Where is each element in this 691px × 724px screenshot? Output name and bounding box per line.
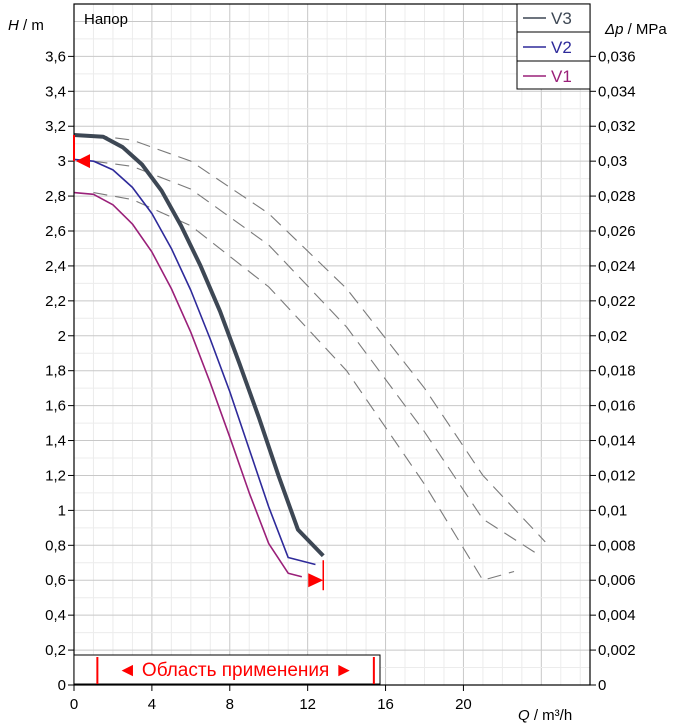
- legend: V3 V2 V1: [516, 3, 591, 90]
- x-tick-label: 12: [299, 696, 316, 713]
- dashed-curve: [93, 192, 515, 581]
- y2-tick-label: 0,03: [598, 153, 627, 170]
- y2-tick-label: 0,004: [598, 607, 636, 624]
- y-tick-label: 3: [58, 153, 66, 170]
- y-axis-var: H: [8, 17, 19, 34]
- y-axis-label: H / m: [8, 17, 44, 34]
- x-axis-var: Q: [518, 707, 530, 724]
- y2-tick-label: 0,012: [598, 467, 636, 484]
- y-tick-label: 1,2: [45, 467, 66, 484]
- x-tick-label: 0: [70, 696, 78, 713]
- dashed-curve: [93, 134, 546, 543]
- application-range-box: [73, 654, 381, 685]
- x-tick-label: 16: [377, 696, 394, 713]
- y2-tick-label: 0,034: [598, 83, 636, 100]
- x-tick-label: 20: [455, 696, 472, 713]
- y-tick-label: 3,4: [45, 83, 66, 100]
- y2-axis-unit: / MPa: [623, 21, 667, 38]
- x-tick-label: 4: [148, 696, 156, 713]
- application-range-label: ◄ Область применения ►: [118, 660, 354, 681]
- y-tick-label: 1,6: [45, 398, 66, 415]
- y2-tick-label: 0,018: [598, 363, 636, 380]
- operating-point-marker: [76, 154, 90, 169]
- axes: [68, 3, 596, 691]
- series-lines: [73, 132, 325, 578]
- x-axis-unit: / m³/h: [530, 707, 573, 724]
- x-tick-label: 8: [226, 696, 234, 713]
- y2-tick-label: 0,024: [598, 258, 636, 275]
- legend-label-v1: V1: [551, 67, 572, 86]
- plot-frame: [73, 3, 591, 686]
- y2-tick-label: 0,02: [598, 328, 627, 345]
- y2-tick-label: 0,032: [598, 118, 636, 135]
- y2-tick-label: 0,016: [598, 398, 636, 415]
- y-tick-label: 0: [58, 677, 66, 694]
- y2-tick-label: 0,028: [598, 188, 636, 205]
- y2-tick-label: 0,006: [598, 572, 636, 589]
- y-tick-label: 0,8: [45, 537, 66, 554]
- y-tick-label: 0,2: [45, 642, 66, 659]
- legend-label-v3: V3: [551, 9, 572, 28]
- series-line-v1: [73, 191, 303, 578]
- y-tick-label: 1,8: [45, 363, 66, 380]
- y-axis-unit: / m: [19, 17, 44, 34]
- series-line-v3: [73, 132, 325, 558]
- dashed-curve: [93, 160, 538, 555]
- x-axis-label: Q / m³/h: [518, 707, 572, 724]
- y-tick-label: 2: [58, 328, 66, 345]
- y2-tick-label: 0,002: [598, 642, 636, 659]
- y2-axis-var: Δp: [604, 21, 623, 38]
- y-tick-label: 2,4: [45, 258, 66, 275]
- y-tick-label: 0,4: [45, 607, 66, 624]
- legend-label-v2: V2: [551, 38, 572, 57]
- y2-axis-label: Δp / MPa: [604, 21, 667, 38]
- y2-tick-label: 0,008: [598, 537, 636, 554]
- y-tick-label: 2,2: [45, 293, 66, 310]
- end-marker: [308, 573, 324, 588]
- dashed-curves: [93, 134, 546, 581]
- y-tick-label: 1: [58, 502, 66, 519]
- y-tick-label: 1,4: [45, 433, 66, 450]
- y-tick-label: 2,6: [45, 223, 66, 240]
- y2-tick-label: 0: [598, 677, 606, 694]
- annotations: ◄ Область применения ►: [73, 134, 381, 685]
- y2-tick-label: 0,014: [598, 433, 636, 450]
- y2-tick-label: 0,026: [598, 223, 636, 240]
- grid: [73, 3, 590, 686]
- tick-labels: 0 4 8 12 16 20 0 0,2 0,4 0,6 0,8 1 1,2 1,4 1,6 1,8 2 2,2 2…: [45, 48, 635, 713]
- series-line-v2: [73, 158, 316, 566]
- y2-tick-label: 0,022: [598, 293, 636, 310]
- y-tick-label: 3,6: [45, 48, 66, 65]
- y-tick-label: 0,6: [45, 572, 66, 589]
- y-tick-label: 3,2: [45, 118, 66, 135]
- y2-tick-label: 0,036: [598, 48, 636, 65]
- y2-tick-label: 0,01: [598, 502, 627, 519]
- y-tick-label: 2,8: [45, 188, 66, 205]
- chart-title: Напор: [84, 11, 128, 28]
